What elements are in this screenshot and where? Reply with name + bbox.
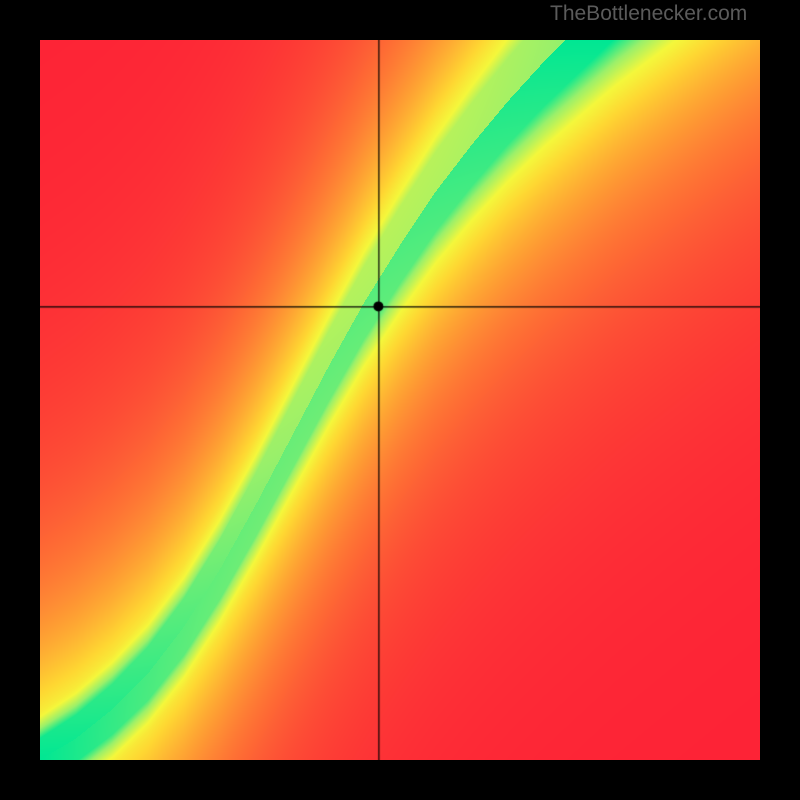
chart-container: { "meta": { "watermark_text": "TheBottle… bbox=[0, 0, 800, 800]
watermark-text: TheBottlenecker.com bbox=[550, 2, 747, 26]
bottleneck-heatmap bbox=[40, 40, 760, 760]
